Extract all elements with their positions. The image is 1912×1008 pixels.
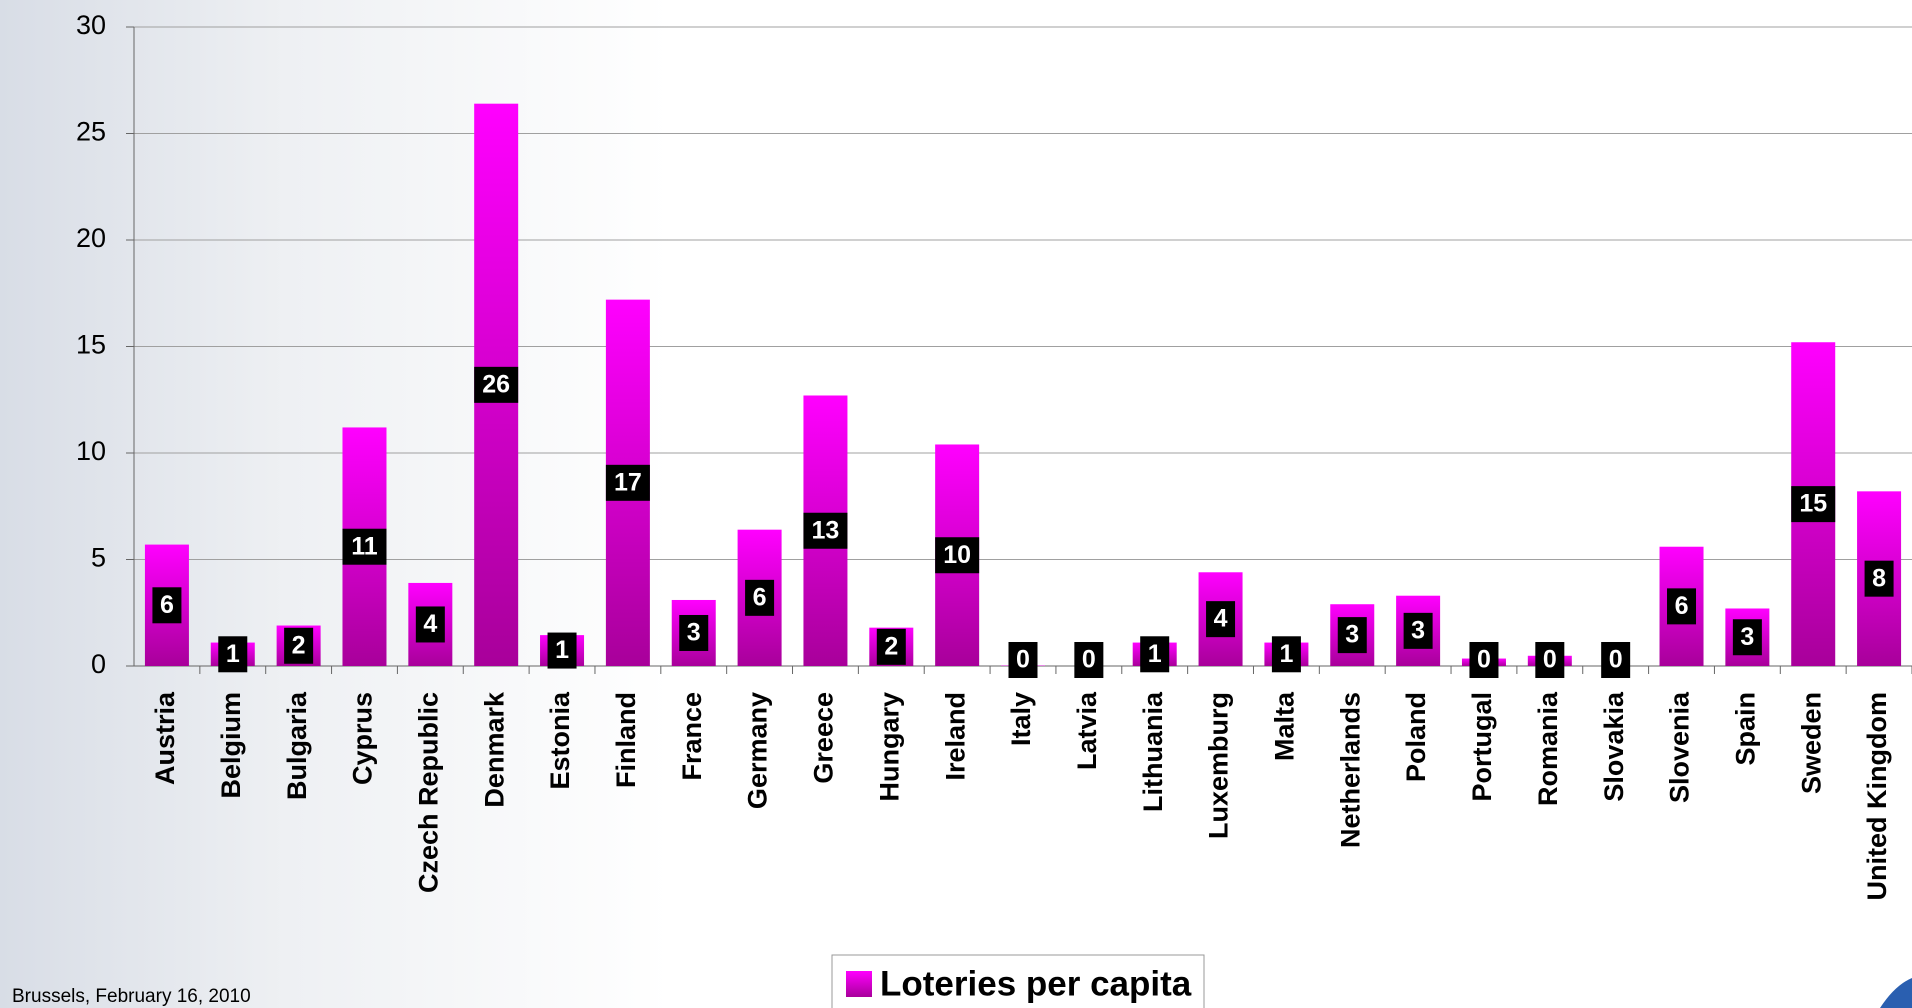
value-label: 0 <box>1016 646 1030 674</box>
legend-swatch <box>846 971 872 997</box>
x-tick-label: Sweden <box>1796 692 1826 794</box>
x-tick-label: Poland <box>1401 692 1431 782</box>
value-label: 4 <box>423 610 437 638</box>
value-label: 17 <box>614 468 642 496</box>
x-tick-label: Luxemburg <box>1204 692 1234 839</box>
value-label-box <box>1074 642 1104 678</box>
value-label: 15 <box>1799 490 1827 518</box>
value-label-box <box>342 528 387 565</box>
x-tick-label: Austria <box>150 691 180 785</box>
y-tick-label: 0 <box>91 649 106 679</box>
x-tick-label: Slovenia <box>1665 691 1695 803</box>
value-label-box <box>1337 617 1367 654</box>
value-label: 2 <box>292 631 306 659</box>
x-tick-label: Belgium <box>216 692 246 799</box>
value-label-box <box>1206 601 1236 638</box>
value-label-box <box>284 627 314 664</box>
value-label: 11 <box>351 532 378 560</box>
x-tick-label: Malta <box>1270 691 1300 761</box>
x-tick-label: Portugal <box>1467 692 1497 802</box>
x-tick-label: Czech Republic <box>413 692 443 893</box>
value-label: 4 <box>1214 605 1228 633</box>
value-label-box <box>1535 642 1565 678</box>
value-label-box <box>1667 588 1697 625</box>
value-label: 13 <box>812 516 840 544</box>
value-label: 3 <box>687 619 701 647</box>
legend-label: Loteries per capita <box>880 964 1192 1003</box>
y-tick-label: 15 <box>76 330 106 360</box>
value-label: 26 <box>482 370 510 398</box>
x-tick-label: Romania <box>1533 691 1563 806</box>
value-label-box <box>547 632 577 669</box>
y-tick-label: 25 <box>76 117 106 147</box>
x-tick-label: Latvia <box>1072 691 1102 770</box>
x-tick-label: Denmark <box>479 691 509 808</box>
value-label: 10 <box>943 541 971 569</box>
x-tick-label: Finland <box>611 692 641 788</box>
x-tick-label: Germany <box>743 692 773 809</box>
value-label: 0 <box>1609 646 1623 674</box>
x-tick-label: Estonia <box>545 691 575 790</box>
x-tick-label: Slovakia <box>1599 691 1629 802</box>
value-label-box <box>1469 642 1499 678</box>
value-label-box <box>605 464 650 501</box>
x-tick-label: Lithuania <box>1138 691 1168 812</box>
value-label: 1 <box>555 636 569 664</box>
value-label-box <box>745 579 775 616</box>
footer: Brussels, February 16, 2010 <box>12 986 251 1007</box>
value-label: 6 <box>753 583 767 611</box>
y-tick-label: 10 <box>76 436 106 466</box>
value-label: 6 <box>1675 592 1689 620</box>
value-label: 3 <box>1740 623 1754 651</box>
legend: Loteries per capita <box>831 954 1205 1008</box>
value-label: 0 <box>1082 646 1096 674</box>
x-tick-label: Cyprus <box>348 692 378 785</box>
legend-box <box>831 954 1205 1008</box>
value-label: 8 <box>1872 564 1886 592</box>
x-tick-label: Netherlands <box>1335 692 1365 848</box>
y-tick-label: 20 <box>76 223 106 253</box>
x-tick-label: France <box>677 692 707 781</box>
value-label: 6 <box>160 591 174 619</box>
value-label: 3 <box>1345 621 1359 649</box>
value-label-box <box>876 628 906 665</box>
y-tick-label: 5 <box>91 543 106 573</box>
value-label-box <box>1140 636 1170 673</box>
x-tick-label: Italy <box>1006 692 1036 746</box>
value-label-box <box>803 512 848 549</box>
value-label: 1 <box>1279 640 1293 668</box>
x-tick-label: Bulgaria <box>282 691 312 800</box>
x-tick-label: Hungary <box>874 692 904 802</box>
x-tick-label: Greece <box>809 692 839 784</box>
value-label: 0 <box>1543 646 1557 674</box>
value-label-box <box>679 614 709 651</box>
value-label-box <box>474 366 519 403</box>
value-label-box <box>218 636 248 673</box>
x-tick-label: Ireland <box>940 692 970 781</box>
value-label-box <box>1791 486 1836 523</box>
corner-decoration <box>1880 978 1912 1008</box>
value-label-box <box>1271 636 1301 673</box>
y-tick-label: 30 <box>76 10 106 40</box>
value-label-box <box>1732 619 1762 656</box>
x-tick-label: Spain <box>1730 692 1760 766</box>
value-label-box <box>1601 642 1631 678</box>
value-label-box <box>1403 612 1433 649</box>
value-label-box <box>935 537 980 574</box>
x-tick-label: United Kingdom <box>1862 692 1892 900</box>
value-label: 3 <box>1411 616 1425 644</box>
value-label: 0 <box>1477 646 1491 674</box>
value-label-box <box>152 587 182 624</box>
value-label: 1 <box>1148 640 1162 668</box>
value-label: 1 <box>226 640 240 668</box>
value-label-box <box>1008 642 1038 678</box>
value-label: 2 <box>884 632 898 660</box>
value-label-box <box>1864 560 1894 597</box>
value-label-box <box>415 606 445 643</box>
